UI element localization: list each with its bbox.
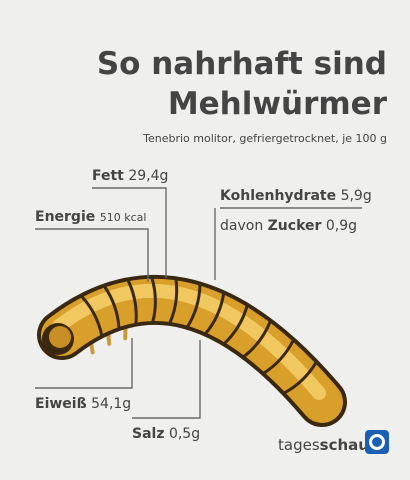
nutrient-value: 0,5g [169, 426, 200, 442]
nutrient-value: 5,9g [341, 188, 372, 204]
logo-icon [365, 430, 389, 454]
label-eiweiss: Eiweiß 54,1g [35, 396, 131, 412]
logo-text: tagesschau [278, 436, 369, 454]
nutrient-value: 0,9g [326, 218, 357, 234]
nutrient-prefix: davon [220, 218, 263, 234]
leader-line [35, 228, 149, 282]
logo-inner [372, 437, 382, 447]
nutrient-name: Fett [92, 168, 124, 184]
logo-bold: schau [320, 436, 369, 454]
leader-lines [35, 187, 362, 419]
label-fett: Fett 29,4g [92, 168, 168, 184]
label-kohlenhydrate: Kohlenhydrate 5,9g [220, 188, 372, 204]
title-line-2: Mehlwürmer [168, 86, 388, 122]
nutrient-value: 54,1g [91, 396, 131, 412]
segment-line [223, 305, 249, 345]
label-zucker: davon Zucker 0,9g [220, 218, 357, 234]
nutrient-name: Energie [35, 209, 95, 225]
leader-line [35, 338, 133, 389]
label-salz: Salz 0,5g [132, 426, 200, 442]
segment-line [242, 320, 272, 358]
segment-line [126, 279, 138, 324]
nutrient-name: Kohlenhydrate [220, 188, 336, 204]
segment-line [283, 361, 318, 395]
segment-line [80, 295, 104, 336]
label-energie: Energie 510 kcal [35, 209, 146, 225]
nutrient-name: Zucker [268, 218, 322, 234]
nutrient-name: Salz [132, 426, 164, 442]
nutrient-name: Eiweiß [35, 396, 87, 412]
subtitle: Tenebrio molitor, gefriergetrocknet, je … [142, 132, 387, 145]
logo-light: tages [278, 436, 320, 454]
segment-line [168, 279, 179, 324]
title-line-1: So nahrhaft sind [97, 46, 387, 82]
segment-line [103, 285, 121, 329]
nutrient-value: 510 kcal [100, 211, 147, 224]
leader-line [92, 187, 167, 278]
nutrient-value: 29,4g [128, 168, 168, 184]
leader-line [132, 340, 201, 419]
segment-line [186, 284, 202, 328]
head-face [49, 326, 71, 348]
segment-line [204, 293, 226, 335]
mealworm [37, 274, 347, 427]
segment-line [263, 339, 295, 375]
segment-line [150, 277, 157, 323]
